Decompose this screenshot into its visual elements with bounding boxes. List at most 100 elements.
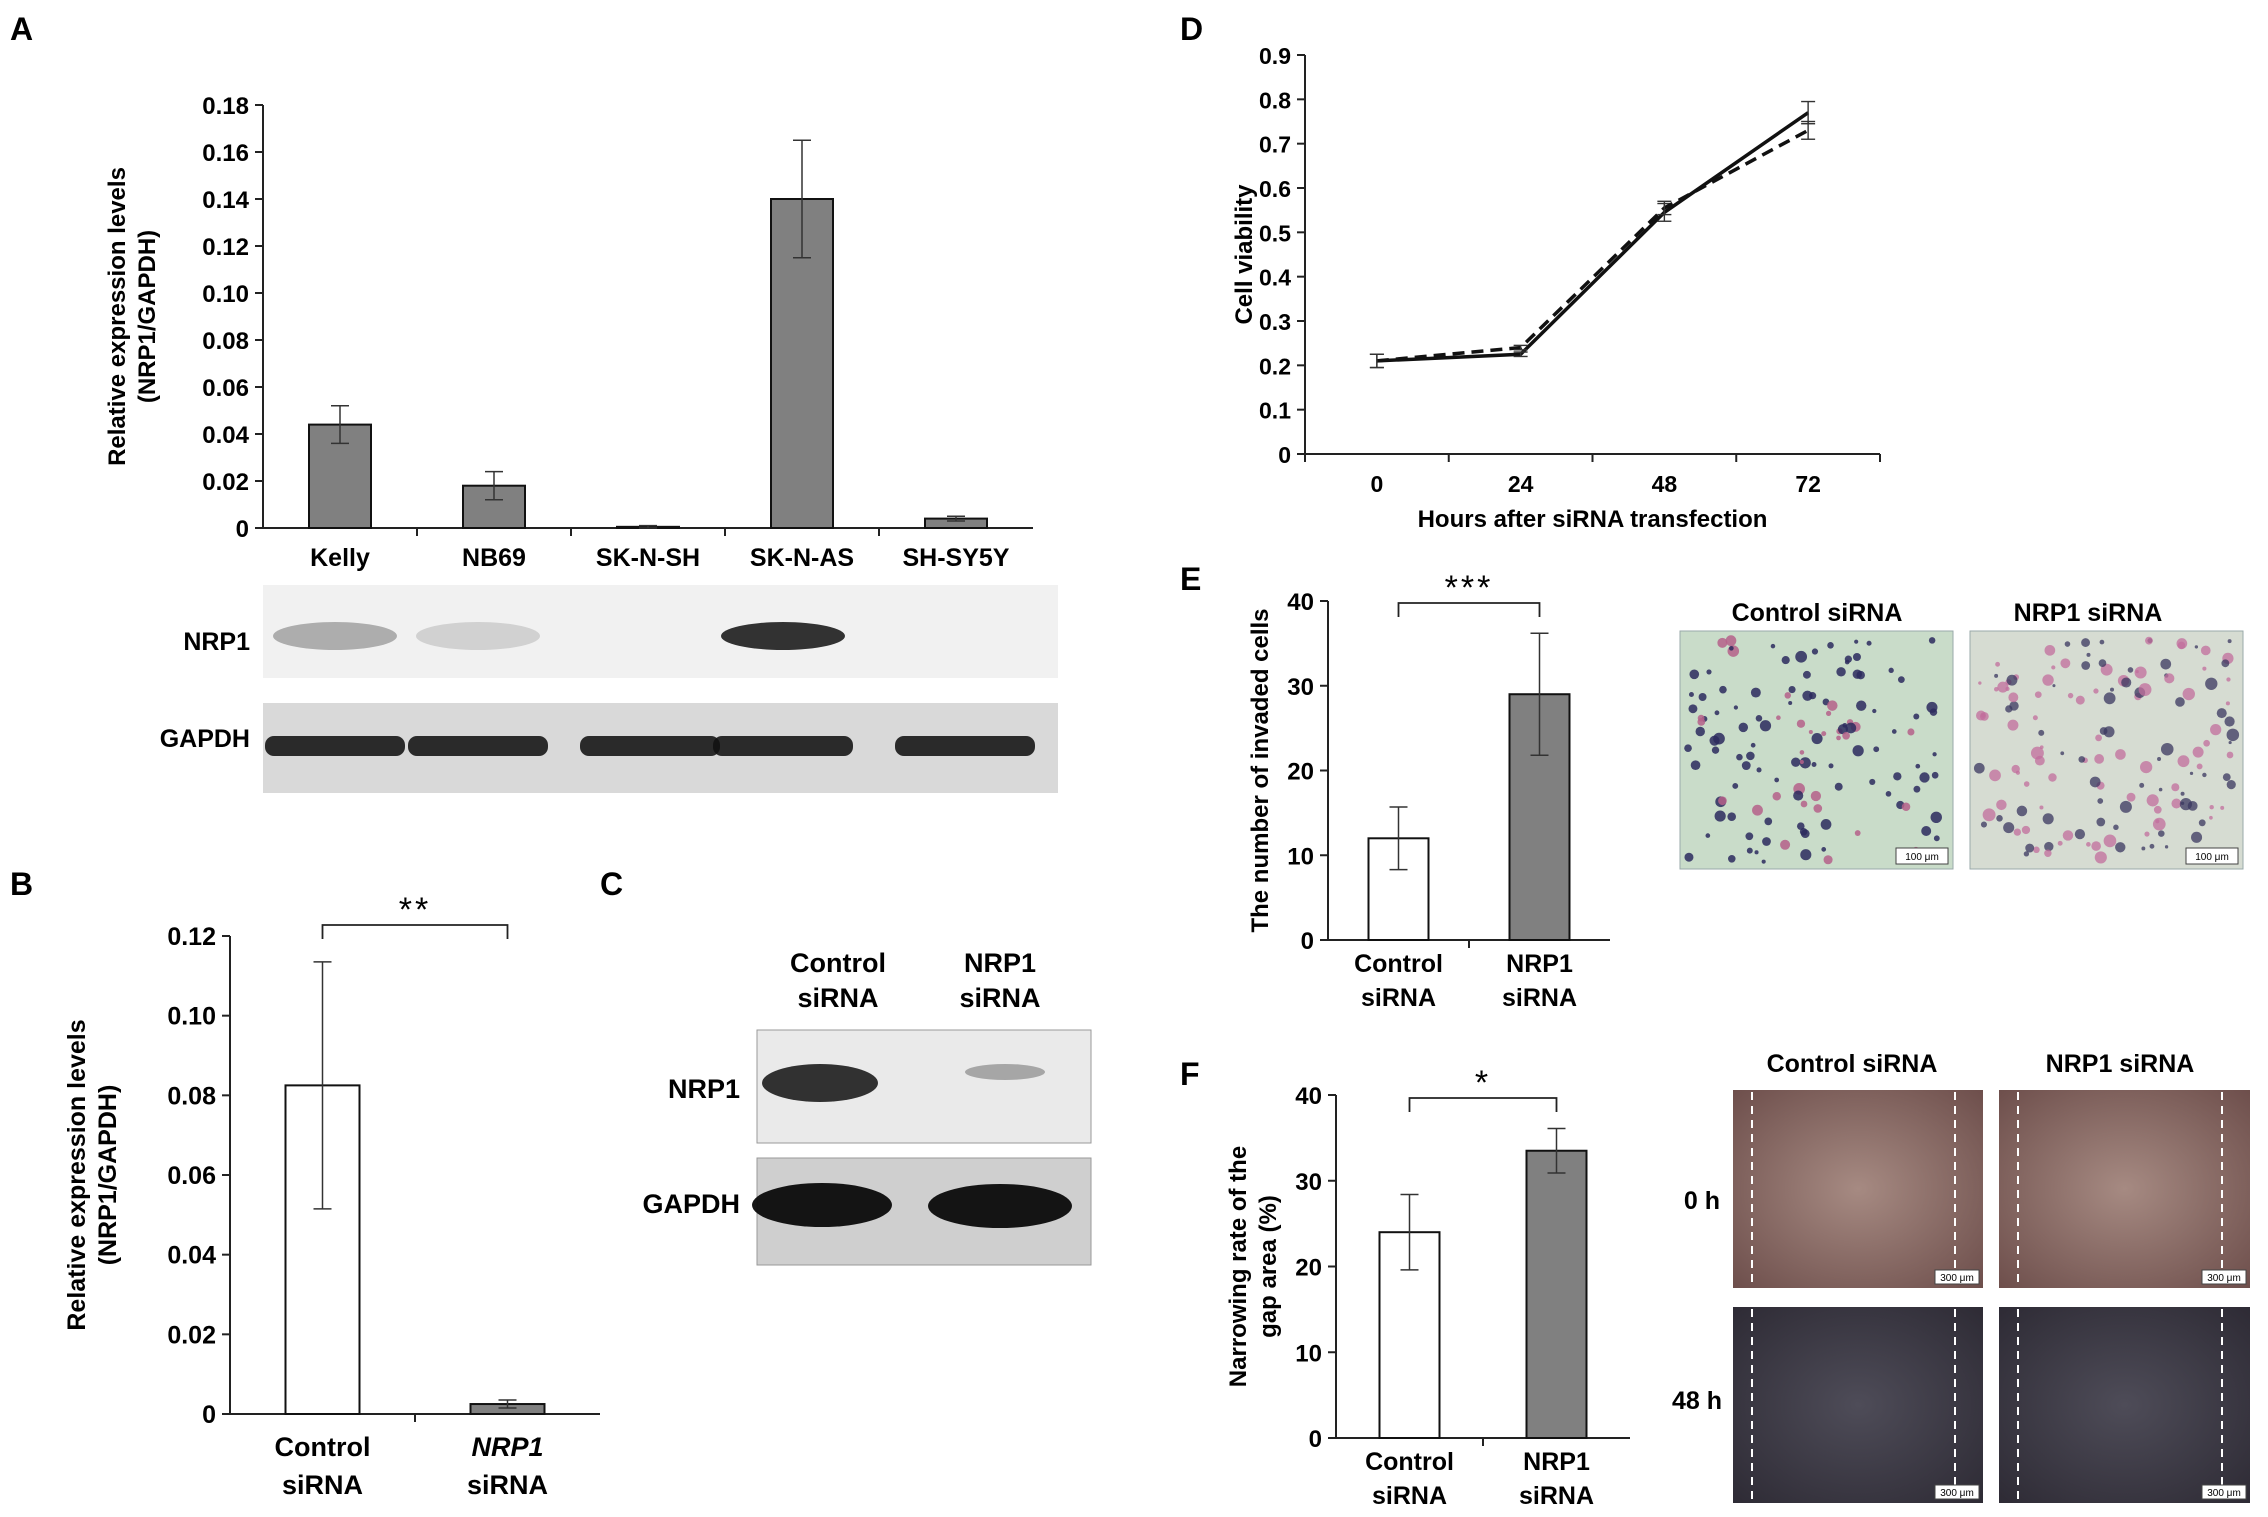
cell-dot — [1738, 722, 1749, 733]
cell-dot — [2160, 658, 2172, 670]
cell-dot — [1764, 817, 1773, 826]
y-tick-label: 0.9 — [1259, 43, 1291, 69]
blot-c-band-gapdh-knockdown — [928, 1184, 1072, 1228]
y-axis-label: Cell viability — [1231, 184, 1258, 325]
cell-dot — [1852, 653, 1861, 661]
cell-dot — [2075, 695, 2085, 705]
cell-dot — [2226, 780, 2236, 790]
cell-dot — [2023, 851, 2030, 857]
cell-dot — [1808, 730, 1813, 735]
cell-dot — [2222, 773, 2231, 782]
cell-dot — [2220, 805, 2225, 810]
cell-dot — [1781, 656, 1790, 665]
cell-dot — [1728, 855, 1736, 863]
cell-dot — [2086, 652, 2091, 657]
cell-dot — [2209, 805, 2214, 810]
y-tick-label: 0.16 — [202, 140, 249, 167]
cell-dot — [2121, 677, 2132, 688]
cell-dot — [2096, 817, 2106, 827]
micrographs-f: Control siRNA NRP1 siRNA 0 h 48 h 300 μm… — [1672, 1050, 2250, 1503]
cell-dot — [1995, 661, 2001, 667]
cell-dot — [2145, 636, 2153, 645]
cell-dot — [2110, 687, 2115, 692]
blot-c-band-gapdh-control — [752, 1183, 892, 1227]
svg-text:100 μm: 100 μm — [2195, 852, 2229, 863]
cell-dot — [2015, 770, 2020, 775]
cell-dot — [1842, 731, 1850, 740]
cell-dot — [2158, 787, 2163, 792]
cell-dot — [2042, 674, 2054, 686]
micro-f-scale-bars: 300 μm 300 μm 300 μm 300 μm — [1934, 1269, 2247, 1500]
blot-c-col1-line1: Control — [790, 948, 886, 978]
y-tick-label: 0.10 — [202, 281, 249, 308]
blot-c-label-gapdh: GAPDH — [642, 1189, 740, 1219]
cell-dot — [1796, 719, 1806, 728]
significance-bracket — [321, 924, 509, 939]
cell-dot — [2089, 776, 2101, 788]
y-tick-label: 0.02 — [202, 469, 249, 496]
cell-dot — [2103, 692, 2116, 705]
cell-dot — [1845, 722, 1857, 734]
y-tick-label: 30 — [1287, 674, 1314, 701]
blot-a-label-gapdh: GAPDH — [160, 725, 250, 753]
y-tick-label: 0.5 — [1259, 220, 1291, 246]
x-tick-label: NRP1 — [1506, 950, 1573, 978]
cell-dot — [2003, 822, 2015, 834]
cell-dot — [2225, 701, 2230, 706]
cell-dot — [1774, 777, 1780, 783]
y-axis-label: The number of invaded cells — [1247, 608, 1274, 932]
cell-dot — [1754, 850, 1759, 855]
cell-dot — [2025, 843, 2035, 853]
cell-dot — [2009, 701, 2019, 711]
cell-dot — [2060, 751, 2065, 756]
cell-dot — [1973, 762, 1985, 774]
cell-dot — [1897, 676, 1905, 683]
cell-dot — [1718, 796, 1727, 806]
cell-dot — [1795, 650, 1808, 663]
cell-dot — [1796, 822, 1805, 830]
chart-d: 0 0.1 0.2 0.3 0.4 0.5 0.6 0.7 0.8 0.9 0 24 48 72 Hours… — [1231, 43, 1881, 533]
y-tick-label: 0.7 — [1259, 132, 1291, 158]
cell-dot — [1784, 692, 1791, 699]
cell-dot — [2157, 757, 2162, 762]
cell-dot — [2155, 819, 2160, 824]
blot-a-nrp1-strip — [263, 585, 1058, 678]
blot-band-nrp1 — [273, 622, 397, 650]
cell-dot — [2149, 843, 2155, 849]
cell-dot — [2006, 674, 2018, 686]
x-tick-label: SK-N-SH — [596, 544, 700, 572]
cell-dot — [2153, 805, 2162, 814]
cell-dot — [1852, 669, 1863, 679]
cell-dot — [1827, 700, 1838, 711]
cell-dot — [1980, 821, 1988, 828]
cell-dot — [2021, 825, 2031, 835]
micro-e-control-image — [1679, 630, 1954, 870]
micro-f-control-48h — [1733, 1307, 1983, 1503]
cell-dot — [1930, 811, 1942, 824]
blot-band-nrp1 — [416, 622, 540, 650]
cell-dot — [1684, 744, 1692, 752]
cell-dot — [2081, 638, 2090, 647]
y-tick-label: 0.10 — [167, 1003, 216, 1031]
x-tick-label: NRP1 — [1523, 1448, 1590, 1476]
cell-dot — [2086, 842, 2091, 847]
cell-dot — [2032, 715, 2038, 721]
cell-dot — [2008, 692, 2019, 703]
cell-dot — [1706, 669, 1712, 675]
blot-band-gapdh — [895, 736, 1035, 756]
cell-dot — [1866, 640, 1872, 646]
cell-dot — [2099, 639, 2105, 645]
micro-e-col1-title: Control siRNA — [1732, 599, 1903, 627]
cell-dot — [2034, 691, 2042, 699]
significance-bracket — [1397, 602, 1541, 617]
cell-dot — [1820, 819, 1832, 830]
significance-marker: ** — [399, 891, 431, 929]
cell-dot — [1762, 837, 1771, 846]
cell-dot — [1907, 728, 1915, 736]
cell-dot — [2048, 773, 2057, 782]
cell-dot — [2227, 639, 2232, 644]
chart-a: 0 0.02 0.04 0.06 0.08 0.10 0.12 0.14 0.16 0.18 Kel… — [104, 93, 1033, 572]
cell-dot — [2115, 749, 2126, 760]
cell-dot — [1690, 760, 1701, 770]
cell-dot — [1791, 757, 1801, 767]
